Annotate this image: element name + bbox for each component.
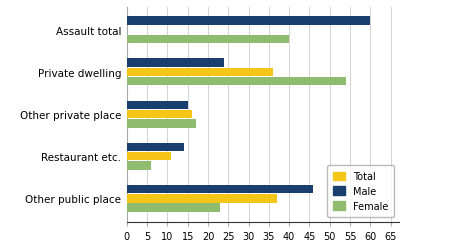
Bar xyxy=(127,59,224,68)
Bar xyxy=(127,69,273,77)
Bar xyxy=(127,36,289,44)
Bar xyxy=(127,110,192,119)
Bar xyxy=(127,143,183,152)
Bar xyxy=(127,162,151,170)
Bar xyxy=(127,78,346,86)
Bar xyxy=(127,120,196,128)
Bar xyxy=(127,194,277,203)
Bar xyxy=(127,152,172,161)
Bar xyxy=(127,185,313,194)
Legend: Total, Male, Female: Total, Male, Female xyxy=(328,166,394,217)
Bar xyxy=(127,101,188,110)
Bar xyxy=(127,17,370,26)
Bar xyxy=(127,204,220,212)
